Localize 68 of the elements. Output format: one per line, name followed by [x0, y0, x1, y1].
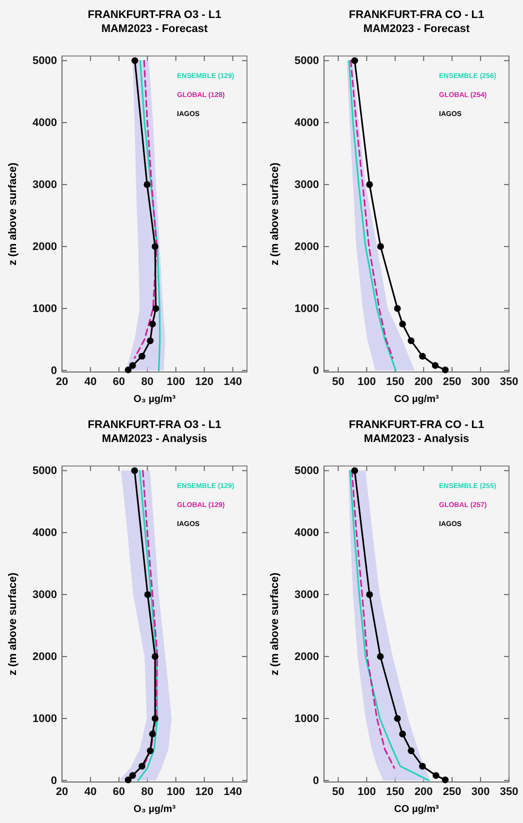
x-axis-title: O₃ µg/m³ [133, 394, 176, 405]
y-tick-label: 1000 [32, 713, 57, 726]
x-tick-label: 60 [112, 786, 126, 798]
x-tick-label: 80 [141, 786, 154, 798]
y-axis-title: z (m above surface) [269, 162, 281, 266]
x-tick-label: 140 [224, 376, 242, 388]
x-tick-label: 140 [224, 786, 242, 798]
chart-subtitle: MAM2023 - Analysis [364, 433, 470, 445]
y-axis-title: z (m above surface) [7, 162, 19, 266]
x-tick-label: 300 [471, 376, 490, 388]
y-tick-label: 4000 [294, 117, 319, 130]
x-tick-label: 100 [166, 376, 186, 388]
y-tick-label: 5000 [294, 55, 319, 68]
y-tick-label: 0 [312, 774, 319, 787]
chart-subtitle: MAM2023 - Forecast [363, 23, 470, 35]
x-axis-title: O₃ µg/m³ [133, 804, 176, 815]
y-tick-label: 3000 [32, 179, 57, 192]
y-tick-label: 2000 [294, 651, 319, 664]
x-tick-label: 50 [332, 376, 344, 388]
y-tick-label: 3000 [32, 589, 57, 602]
y-tick-label: 4000 [32, 117, 57, 130]
x-tick-label: 100 [358, 376, 376, 388]
y-axis-title: z (m above surface) [269, 572, 281, 676]
y-tick-label: 4000 [294, 527, 319, 540]
chart-title: FRANKFURT-FRA O3 - L1 [88, 9, 222, 21]
y-axis-title: z (m above surface) [7, 572, 19, 676]
x-tick-label: 250 [442, 786, 462, 798]
x-tick-label: 250 [442, 376, 462, 388]
x-tick-label: 50 [332, 786, 344, 798]
y-tick-label: 2000 [32, 651, 57, 664]
y-tick-label: 1000 [294, 303, 319, 316]
chart-title: FRANKFURT-FRA CO - L1 [348, 419, 484, 431]
x-axis-title: CO µg/m³ [394, 804, 440, 815]
y-tick-label: 0 [50, 364, 57, 377]
x-axis-title: CO µg/m³ [394, 394, 440, 405]
x-tick-label: 60 [112, 376, 126, 388]
y-tick-label: 5000 [294, 465, 319, 478]
x-tick-label: 300 [471, 786, 490, 798]
y-tick-label: 1000 [32, 303, 57, 316]
y-tick-label: 1000 [294, 713, 319, 726]
x-tick-label: 100 [358, 786, 376, 798]
y-tick-label: 5000 [32, 55, 57, 68]
x-tick-label: 40 [84, 786, 97, 798]
x-tick-label: 20 [56, 786, 68, 798]
y-tick-label: 5000 [32, 465, 57, 478]
y-tick-label: 2000 [32, 241, 57, 254]
x-tick-label: 20 [56, 376, 68, 388]
x-tick-label: 120 [195, 786, 214, 798]
chart-subtitle: MAM2023 - Analysis [102, 433, 208, 445]
x-tick-label: 200 [414, 786, 433, 798]
y-tick-label: 0 [50, 774, 57, 787]
x-tick-label: 150 [386, 376, 404, 388]
x-tick-label: 120 [195, 376, 214, 388]
y-tick-label: 3000 [294, 589, 319, 602]
x-tick-label: 350 [500, 376, 518, 388]
x-tick-label: 350 [500, 786, 518, 798]
x-tick-label: 150 [386, 786, 404, 798]
y-tick-label: 2000 [294, 241, 319, 254]
y-tick-label: 0 [312, 364, 319, 377]
x-tick-label: 100 [166, 786, 186, 798]
x-tick-label: 200 [414, 376, 433, 388]
chart-title: FRANKFURT-FRA CO - L1 [348, 9, 484, 21]
chart-title: FRANKFURT-FRA O3 - L1 [88, 419, 222, 431]
y-tick-label: 3000 [294, 179, 319, 192]
chart-subtitle: MAM2023 - Forecast [101, 23, 208, 35]
y-tick-label: 4000 [32, 527, 57, 540]
x-tick-label: 80 [141, 376, 154, 388]
x-tick-label: 40 [84, 376, 97, 388]
